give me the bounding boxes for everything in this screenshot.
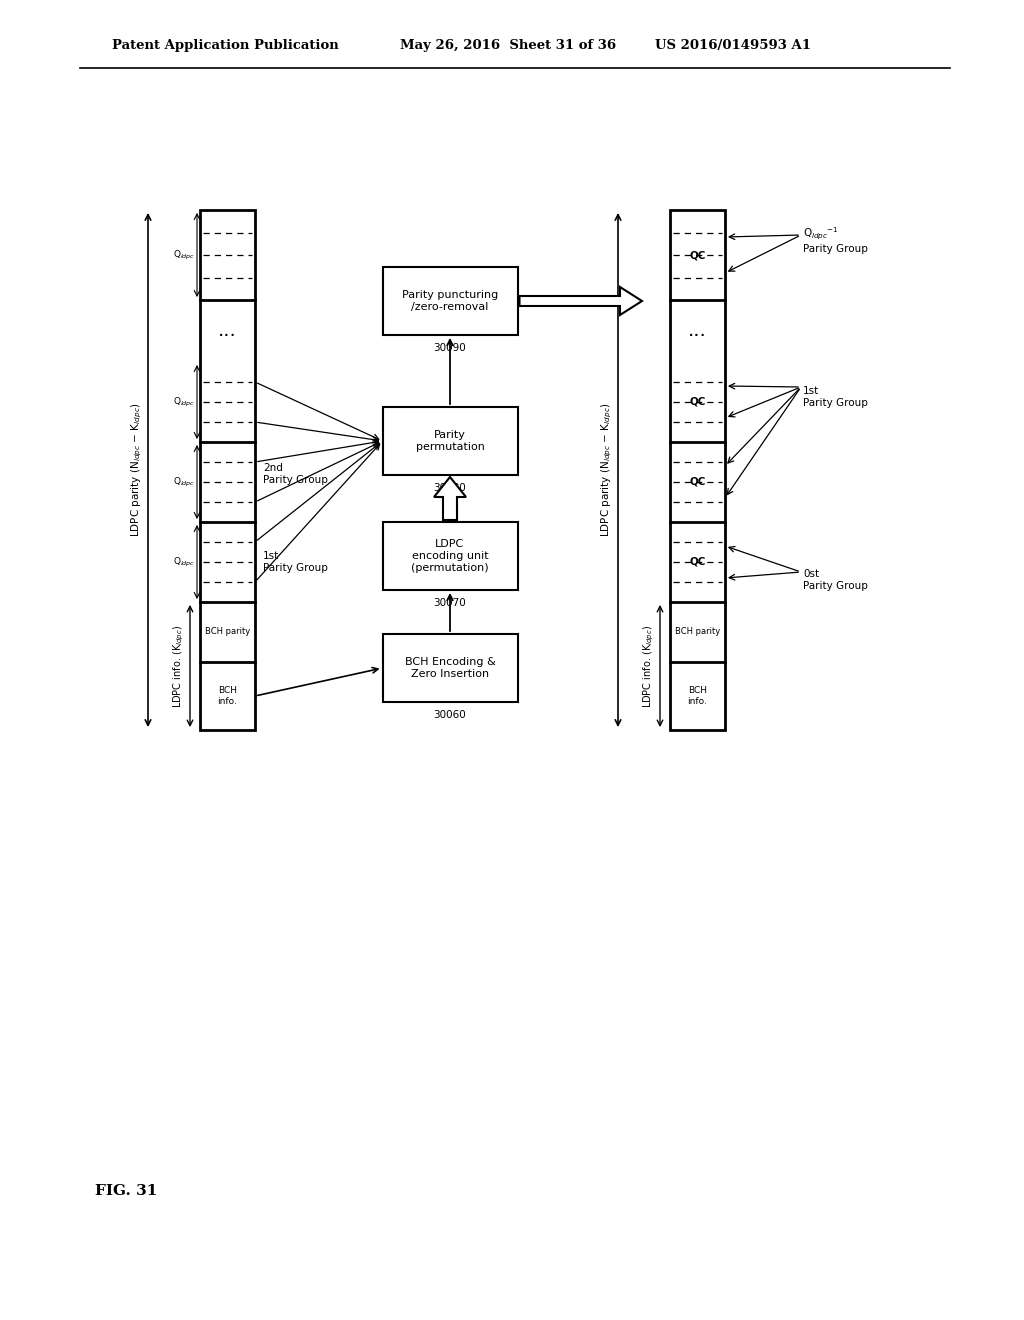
Text: 1st
Parity Group: 1st Parity Group bbox=[263, 552, 328, 573]
Text: LDPC parity (N$_{ldpc}$ − K$_{ldpc}$): LDPC parity (N$_{ldpc}$ − K$_{ldpc}$) bbox=[130, 403, 144, 537]
Bar bbox=[383, 634, 517, 702]
Text: BCH
info.: BCH info. bbox=[217, 686, 238, 706]
Text: Patent Application Publication: Patent Application Publication bbox=[112, 40, 339, 51]
Text: Q$_{ldpc}$: Q$_{ldpc}$ bbox=[173, 556, 195, 569]
Text: 30070: 30070 bbox=[433, 598, 466, 609]
Text: BCH parity: BCH parity bbox=[205, 627, 250, 636]
Text: Parity puncturing
/zero-removal: Parity puncturing /zero-removal bbox=[401, 290, 498, 312]
Text: 30080: 30080 bbox=[433, 483, 466, 492]
Text: ...: ... bbox=[218, 322, 237, 341]
Text: LDPC info. (K$_{ldpc}$): LDPC info. (K$_{ldpc}$) bbox=[642, 624, 656, 708]
Text: Q$_{ldpc}$$^{-1}$
Parity Group: Q$_{ldpc}$$^{-1}$ Parity Group bbox=[803, 226, 868, 253]
Text: BCH Encoding &
Zero Insertion: BCH Encoding & Zero Insertion bbox=[404, 657, 496, 678]
Bar bbox=[383, 407, 517, 475]
Text: LDPC parity (N$_{ldpc}$ − K$_{ldpc}$): LDPC parity (N$_{ldpc}$ − K$_{ldpc}$) bbox=[600, 403, 614, 537]
Text: QC: QC bbox=[689, 397, 706, 407]
Text: LDPC info. (K$_{ldpc}$): LDPC info. (K$_{ldpc}$) bbox=[172, 624, 186, 708]
Bar bbox=[200, 210, 255, 730]
FancyArrow shape bbox=[519, 286, 642, 315]
Bar bbox=[383, 267, 517, 335]
Text: QC: QC bbox=[689, 557, 706, 568]
Text: Q$_{ldpc}$: Q$_{ldpc}$ bbox=[173, 396, 195, 409]
Text: QC: QC bbox=[689, 477, 706, 487]
Text: FIG. 31: FIG. 31 bbox=[95, 1184, 158, 1199]
Text: Q$_{ldpc}$: Q$_{ldpc}$ bbox=[173, 475, 195, 488]
Text: 2nd
Parity Group: 2nd Parity Group bbox=[263, 463, 328, 484]
Bar bbox=[383, 521, 517, 590]
Text: 30090: 30090 bbox=[433, 343, 466, 352]
Text: May 26, 2016  Sheet 31 of 36: May 26, 2016 Sheet 31 of 36 bbox=[400, 40, 616, 51]
Text: 1st
Parity Group: 1st Parity Group bbox=[803, 387, 868, 408]
FancyArrow shape bbox=[434, 477, 466, 520]
Bar bbox=[670, 210, 725, 730]
Text: BCH
info.: BCH info. bbox=[687, 686, 708, 706]
Text: Q$_{ldpc}$: Q$_{ldpc}$ bbox=[173, 248, 195, 261]
Text: 30060: 30060 bbox=[433, 710, 466, 719]
Text: US 2016/0149593 A1: US 2016/0149593 A1 bbox=[655, 40, 811, 51]
Text: 0st
Parity Group: 0st Parity Group bbox=[803, 569, 868, 591]
Text: BCH parity: BCH parity bbox=[675, 627, 720, 636]
Text: LDPC
encoding unit
(permutation): LDPC encoding unit (permutation) bbox=[412, 540, 488, 573]
Text: ...: ... bbox=[688, 322, 707, 341]
Text: QC: QC bbox=[689, 249, 706, 260]
Text: Parity
permutation: Parity permutation bbox=[416, 430, 484, 451]
